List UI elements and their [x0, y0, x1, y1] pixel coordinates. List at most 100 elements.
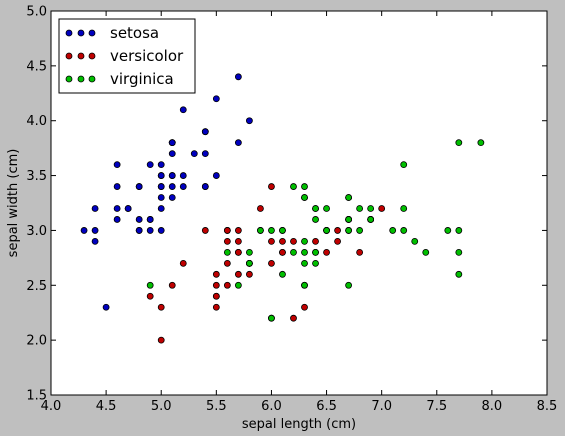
y-tick-label: 4.5	[26, 59, 47, 74]
virginica-point	[455, 139, 463, 147]
virginica-point	[290, 248, 297, 256]
versicolor-point	[378, 205, 386, 212]
setosa-point	[80, 227, 88, 234]
versicolor-point	[268, 237, 275, 245]
versicolor-point	[356, 248, 364, 256]
versicolor-point	[179, 259, 187, 267]
virginica-point	[146, 281, 154, 289]
y-axis-label: sepal width (cm)	[6, 149, 21, 258]
setosa-point	[146, 216, 154, 223]
virginica-point	[345, 216, 353, 223]
versicolor-point	[157, 336, 165, 344]
virginica-point	[389, 227, 397, 234]
x-tick-label: 7.0	[371, 399, 392, 414]
setosa-point	[168, 194, 176, 201]
virginica-point	[345, 281, 353, 289]
versicolor-point	[146, 292, 154, 300]
versicolor-point	[212, 303, 220, 311]
virginica-point	[312, 205, 319, 212]
legend-label-setosa: setosa	[110, 24, 159, 42]
virginica-point	[455, 248, 463, 256]
setosa-point	[135, 227, 143, 234]
versicolor-point	[268, 259, 275, 267]
virginica-point	[245, 259, 253, 267]
versicolor-point	[201, 227, 209, 234]
versicolor-point	[334, 227, 341, 234]
virginica-point	[301, 194, 308, 201]
series-setosa	[80, 73, 253, 311]
virginica-point	[279, 227, 286, 234]
versicolor-point	[168, 281, 176, 289]
legend-marker-virginica	[77, 75, 85, 83]
x-tick-label: 8.5	[537, 399, 558, 414]
setosa-point	[146, 227, 154, 234]
versicolor-point	[268, 183, 275, 190]
setosa-point	[157, 183, 165, 190]
virginica-point	[356, 205, 364, 212]
versicolor-point	[312, 237, 319, 245]
x-axis-label: sepal length (cm)	[242, 417, 356, 432]
virginica-point	[345, 194, 353, 201]
versicolor-point	[234, 270, 242, 278]
virginica-point	[301, 248, 308, 256]
setosa-point	[179, 106, 187, 114]
versicolor-point	[323, 248, 330, 256]
versicolor-point	[279, 248, 286, 256]
versicolor-point	[157, 303, 165, 311]
legend-label-virginica: virginica	[110, 70, 174, 88]
versicolor-point	[212, 281, 220, 289]
virginica-point	[444, 227, 452, 234]
legend-marker-versicolor	[65, 52, 73, 60]
virginica-point	[400, 205, 408, 212]
virginica-point	[301, 259, 308, 267]
versicolor-point	[223, 259, 231, 267]
setosa-point	[157, 205, 165, 212]
versicolor-point	[290, 237, 297, 245]
x-tick-label: 5.5	[206, 399, 227, 414]
versicolor-point	[301, 303, 308, 311]
versicolor-point	[290, 314, 297, 322]
virginica-point	[323, 205, 330, 212]
virginica-point	[312, 248, 319, 256]
versicolor-point	[234, 227, 242, 234]
legend-marker-setosa	[65, 29, 73, 37]
y-tick-label: 3.5	[26, 169, 47, 184]
versicolor-point	[234, 248, 242, 256]
setosa-point	[234, 139, 242, 147]
setosa-point	[113, 183, 121, 190]
setosa-point	[212, 172, 220, 179]
setosa-point	[113, 216, 121, 223]
virginica-point	[400, 161, 408, 169]
x-tick-label: 4.0	[41, 399, 62, 414]
setosa-point	[91, 205, 99, 212]
virginica-point	[411, 237, 419, 245]
y-tick-label: 5.0	[26, 5, 47, 20]
virginica-point	[268, 314, 275, 322]
x-tick-label: 5.0	[151, 399, 172, 414]
y-tick-label: 2.0	[26, 334, 47, 349]
legend-marker-setosa	[88, 29, 96, 37]
virginica-point	[400, 227, 408, 234]
virginica-point	[301, 237, 308, 245]
y-tick-label: 3.0	[26, 224, 47, 239]
versicolor-point	[234, 237, 242, 245]
setosa-point	[157, 172, 165, 179]
versicolor-point	[212, 270, 220, 278]
virginica-point	[245, 248, 253, 256]
setosa-point	[201, 183, 209, 190]
legend-marker-setosa	[77, 29, 85, 37]
legend-marker-virginica	[88, 75, 96, 83]
versicolor-point	[223, 281, 231, 289]
x-tick-label: 8.0	[482, 399, 503, 414]
points-layer	[80, 73, 485, 344]
virginica-point	[312, 259, 319, 267]
virginica-point	[301, 183, 308, 190]
series-virginica	[146, 139, 485, 322]
x-tick-label: 6.0	[261, 399, 282, 414]
virginica-point	[301, 281, 308, 289]
versicolor-point	[334, 237, 341, 245]
setosa-point	[201, 150, 209, 158]
setosa-point	[168, 139, 176, 147]
legend-marker-versicolor	[88, 52, 96, 60]
